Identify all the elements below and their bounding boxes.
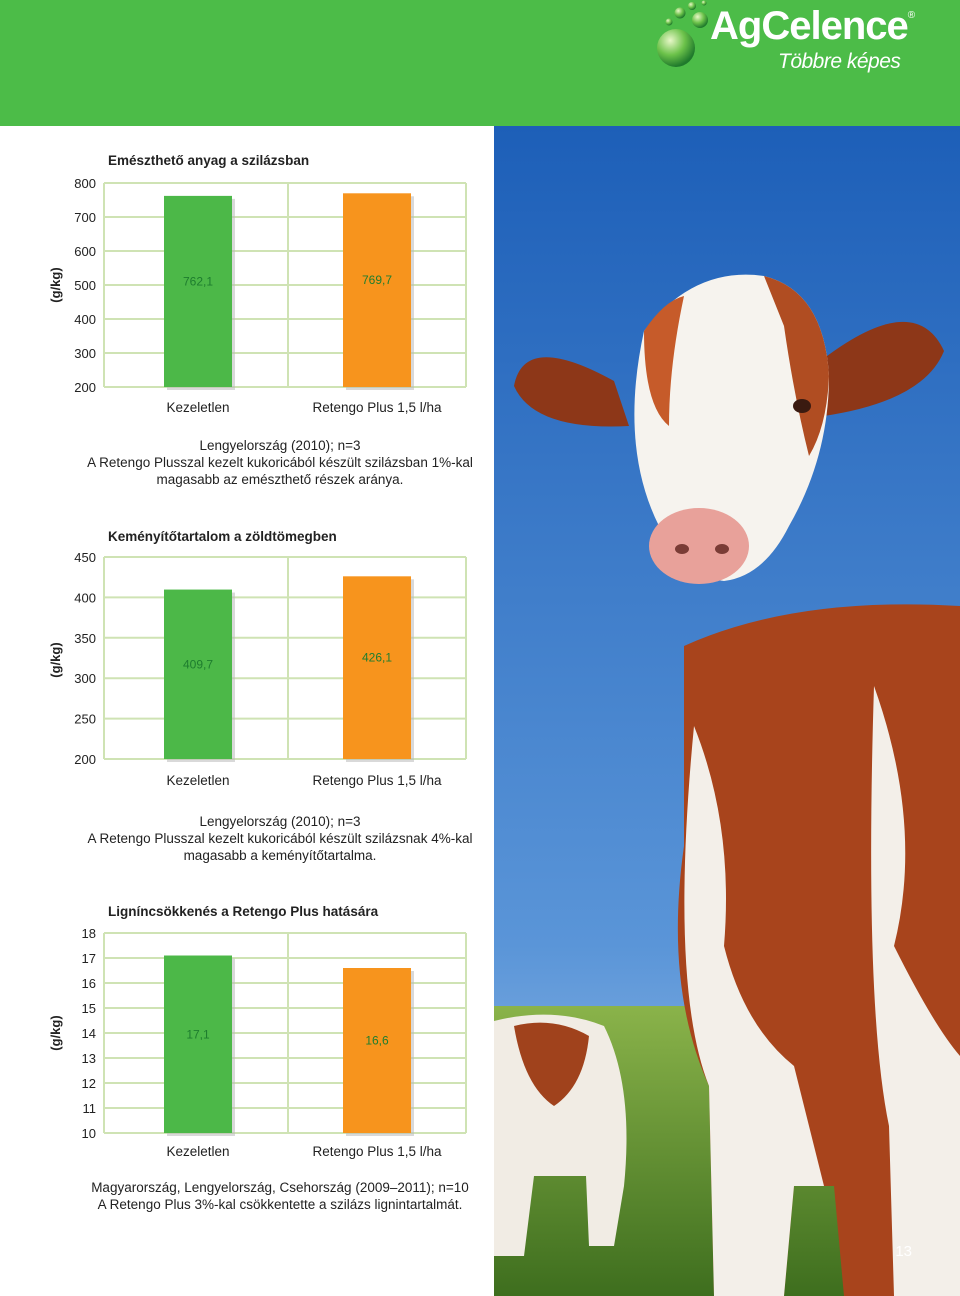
bar-treated	[343, 193, 411, 387]
caption-line: magasabb a keményítőtartalma.	[183, 848, 377, 863]
caption-line: A Retengo Plusszal kezelt kukoricából ké…	[87, 455, 473, 470]
y-tick-label: 12	[82, 1076, 96, 1091]
chart-caption: Magyarország, Lengyelország, Csehország …	[0, 1179, 560, 1213]
x-category-label: Retengo Plus 1,5 l/ha	[312, 400, 442, 415]
bar-value-label: 17,1	[186, 1027, 210, 1041]
chart-lignin-reduction: Ligníncsökkenés a Retengo Plus hatására …	[0, 895, 494, 1225]
y-tick-label: 11	[83, 1101, 97, 1116]
y-tick-label: 700	[74, 210, 96, 225]
cow-photo: 13	[494, 126, 960, 1296]
y-axis-label: (g/kg)	[48, 1015, 63, 1050]
bar-value-label: 769,7	[362, 273, 392, 287]
caption-line: Magyarország, Lengyelország, Csehország …	[91, 1180, 469, 1195]
y-tick-label: 250	[74, 712, 96, 727]
y-axis-label: (g/kg)	[48, 642, 63, 677]
caption-line: A Retengo Plusszal kezelt kukoricából ké…	[87, 831, 473, 846]
chart-plot: 18 17 16 15 14 13 12 11 10 (g/kg) 17,1 Kezeletlen 16…	[48, 926, 467, 1159]
chart-title: Keményítőtartalom a zöldtömegben	[108, 529, 337, 544]
brand-name: AgCelence®	[710, 4, 915, 48]
brand-tagline: Többre képes	[778, 50, 901, 73]
chart-plot: 800 700 600 500 400 300 200 (g/kg) 762,1 Kezeletl…	[48, 176, 467, 415]
y-tick-label: 15	[82, 1001, 96, 1016]
y-tick-label: 450	[74, 550, 96, 565]
green-spheres-logo-icon	[657, 0, 708, 67]
header-banner: AgCelence® Többre képes	[0, 0, 960, 126]
bar-value-label: 16,6	[365, 1034, 389, 1048]
chart-plot: 450 400 350 300 250 200 (g/kg) 409,7 Kezeletlen 4…	[48, 550, 467, 788]
y-tick-label: 800	[74, 176, 96, 191]
x-category-label: Retengo Plus 1,5 l/ha	[312, 1144, 442, 1159]
x-category-label: Kezeletlen	[166, 400, 229, 415]
bar-treated	[343, 968, 411, 1133]
chart-title: Emészthető anyag a szilázsban	[108, 153, 310, 168]
y-tick-label: 600	[74, 244, 96, 259]
y-tick-label: 200	[74, 752, 96, 767]
y-tick-label: 17	[82, 951, 96, 966]
y-tick-label: 13	[82, 1051, 96, 1066]
bar-value-label: 762,1	[183, 274, 213, 288]
bar-value-label: 409,7	[183, 657, 213, 671]
y-tick-label: 18	[82, 926, 96, 941]
bar-value-label: 426,1	[362, 651, 392, 665]
chart-caption: Lengyelország (2010); n=3 A Retengo Plus…	[0, 813, 560, 864]
x-category-label: Kezeletlen	[166, 773, 229, 788]
chart-digestible-matter: Emészthető anyag a szilázsban 800 700 600 5…	[0, 140, 494, 500]
x-category-label: Kezeletlen	[166, 1144, 229, 1159]
caption-line: magasabb az emészthető részek aránya.	[156, 472, 404, 487]
page-number: 13	[895, 1243, 912, 1260]
y-tick-label: 14	[82, 1026, 96, 1041]
x-category-label: Retengo Plus 1,5 l/ha	[312, 773, 442, 788]
y-tick-label: 400	[74, 312, 96, 327]
caption-line: A Retengo Plus 3%-kal csökkentette a szi…	[97, 1197, 463, 1212]
bar-untreated	[164, 589, 232, 759]
chart-starch-content: Keményítőtartalom a zöldtömegben 450 400 3…	[0, 520, 494, 870]
bar-untreated	[164, 955, 232, 1133]
bar-untreated	[164, 195, 232, 387]
y-tick-label: 300	[74, 671, 96, 686]
y-tick-label: 500	[74, 278, 96, 293]
caption-line: Lengyelország (2010); n=3	[199, 438, 361, 453]
bar-treated	[343, 576, 411, 759]
y-tick-label: 400	[74, 590, 96, 605]
y-tick-label: 16	[82, 976, 96, 991]
chart-title: Ligníncsökkenés a Retengo Plus hatására	[108, 904, 379, 919]
y-tick-label: 10	[82, 1126, 96, 1141]
y-tick-label: 200	[74, 380, 96, 395]
y-tick-label: 350	[74, 631, 96, 646]
chart-caption: Lengyelország (2010); n=3 A Retengo Plus…	[0, 437, 560, 488]
y-tick-label: 300	[74, 346, 96, 361]
caption-line: Lengyelország (2010); n=3	[199, 814, 361, 829]
y-axis-label: (g/kg)	[48, 267, 63, 302]
